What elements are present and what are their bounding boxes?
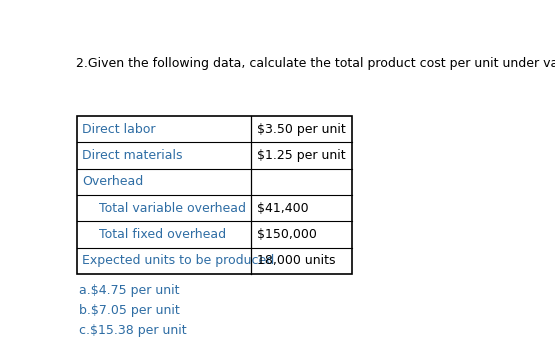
Text: $1.25 per unit: $1.25 per unit xyxy=(256,149,345,162)
Text: b.$7.05 per unit: b.$7.05 per unit xyxy=(79,304,180,317)
Text: Direct labor: Direct labor xyxy=(82,123,156,136)
Bar xyxy=(77,116,351,274)
Text: Expected units to be produced: Expected units to be produced xyxy=(82,254,275,267)
Text: Total variable overhead: Total variable overhead xyxy=(99,202,246,215)
Text: 18,000 units: 18,000 units xyxy=(256,254,335,267)
Text: $41,400: $41,400 xyxy=(256,202,308,215)
Text: $3.50 per unit: $3.50 per unit xyxy=(256,123,345,136)
Text: Total fixed overhead: Total fixed overhead xyxy=(99,228,226,241)
Text: 2.Given the following data, calculate the total product cost per unit under vari: 2.Given the following data, calculate th… xyxy=(76,57,555,70)
Text: a.$4.75 per unit: a.$4.75 per unit xyxy=(79,284,180,297)
Text: Overhead: Overhead xyxy=(82,175,144,188)
Text: c.$15.38 per unit: c.$15.38 per unit xyxy=(79,324,187,337)
Text: $150,000: $150,000 xyxy=(256,228,316,241)
Text: Direct materials: Direct materials xyxy=(82,149,183,162)
